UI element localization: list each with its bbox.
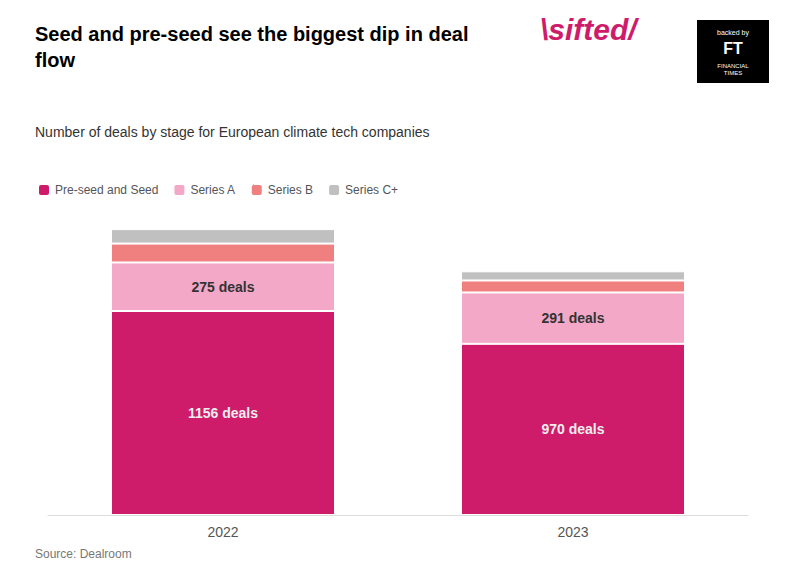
svg-text:flow: flow [35, 49, 75, 71]
svg-text:970 deals: 970 deals [541, 421, 604, 437]
svg-text:Series B: Series B [268, 183, 313, 197]
svg-text:backed by: backed by [717, 29, 749, 37]
svg-text:275 deals: 275 deals [191, 279, 254, 295]
svg-text:Source: Dealroom: Source: Dealroom [35, 547, 132, 561]
svg-text:Series C+: Series C+ [345, 183, 398, 197]
svg-text:\sifted/: \sifted/ [540, 13, 639, 46]
svg-text:FT: FT [723, 40, 743, 57]
svg-text:Number of deals by stage for E: Number of deals by stage for European cl… [35, 124, 430, 140]
svg-text:Pre-seed and Seed: Pre-seed and Seed [55, 183, 158, 197]
svg-text:1156 deals: 1156 deals [188, 405, 258, 421]
svg-text:Seed and pre-seed see the bigg: Seed and pre-seed see the biggest dip in… [35, 23, 468, 45]
svg-text:FINANCIAL: FINANCIAL [717, 63, 749, 69]
svg-text:TIMES: TIMES [724, 70, 742, 76]
svg-text:Series A: Series A [190, 183, 235, 197]
svg-text:2023: 2023 [557, 524, 588, 540]
svg-text:2022: 2022 [207, 524, 238, 540]
svg-text:291 deals: 291 deals [541, 310, 604, 326]
